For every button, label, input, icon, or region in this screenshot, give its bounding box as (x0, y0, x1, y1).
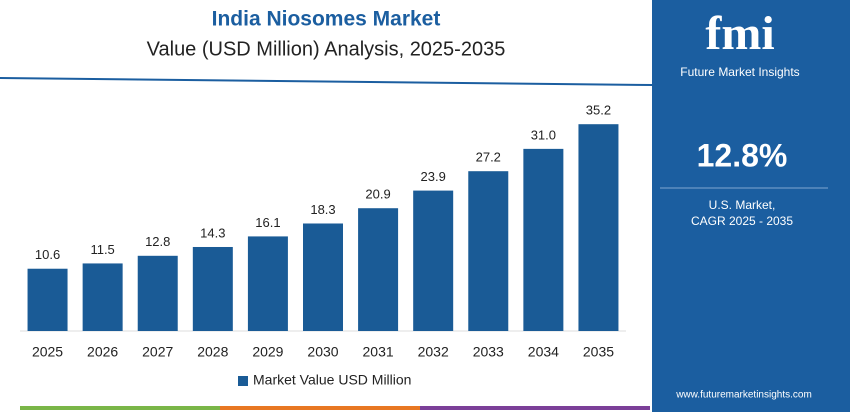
value-label: 27.2 (476, 150, 501, 165)
bar (82, 263, 123, 331)
value-label: 35.2 (586, 103, 611, 118)
bar (192, 246, 233, 331)
x-tick-label: 2035 (583, 344, 614, 360)
value-label: 10.6 (35, 247, 60, 262)
value-label: 18.3 (310, 202, 335, 217)
x-tick-label: 2030 (307, 344, 338, 360)
stat-label: U.S. Market, (709, 198, 776, 212)
website: www.futuremarketinsights.com (675, 390, 812, 401)
legend-label: Market Value USD Million (253, 372, 411, 388)
value-label: 16.1 (255, 215, 280, 230)
bar (413, 190, 454, 331)
x-tick-label: 2033 (473, 344, 504, 360)
x-tick-label: 2028 (197, 344, 228, 360)
bar (27, 268, 68, 331)
stat-value: 12.8% (697, 137, 788, 173)
stat-label: CAGR 2025 - 2035 (691, 214, 793, 228)
x-tick-label: 2026 (87, 344, 118, 360)
value-label: 11.5 (90, 242, 114, 257)
legend-swatch (238, 376, 248, 386)
value-label: 23.9 (421, 169, 446, 184)
x-tick-label: 2025 (32, 344, 63, 360)
brand-subtitle: Future Market Insights (680, 65, 799, 79)
bar (578, 124, 619, 331)
bar (247, 236, 288, 331)
x-tick-label: 2031 (363, 344, 394, 360)
footer-stripe (420, 406, 650, 410)
x-tick-label: 2032 (418, 344, 449, 360)
value-label: 31.0 (531, 127, 556, 142)
bar (523, 148, 564, 331)
chart-subtitle: Value (USD Million) Analysis, 2025-2035 (147, 38, 506, 60)
value-label: 20.9 (365, 187, 390, 202)
footer-stripe (20, 406, 220, 410)
side-panel (652, 0, 850, 412)
bar (468, 171, 509, 331)
value-label: 12.8 (145, 234, 170, 249)
bar (358, 208, 399, 331)
footer-stripe (220, 406, 420, 410)
x-tick-label: 2034 (528, 344, 559, 360)
bar (303, 223, 343, 331)
bar (137, 255, 178, 331)
x-tick-label: 2027 (142, 344, 173, 360)
x-tick-label: 2029 (252, 344, 283, 360)
brand-logo: fmi (705, 7, 774, 60)
chart-title: India Niosomes Market (212, 8, 441, 31)
value-label: 14.3 (200, 225, 225, 240)
title-rule (0, 77, 653, 86)
